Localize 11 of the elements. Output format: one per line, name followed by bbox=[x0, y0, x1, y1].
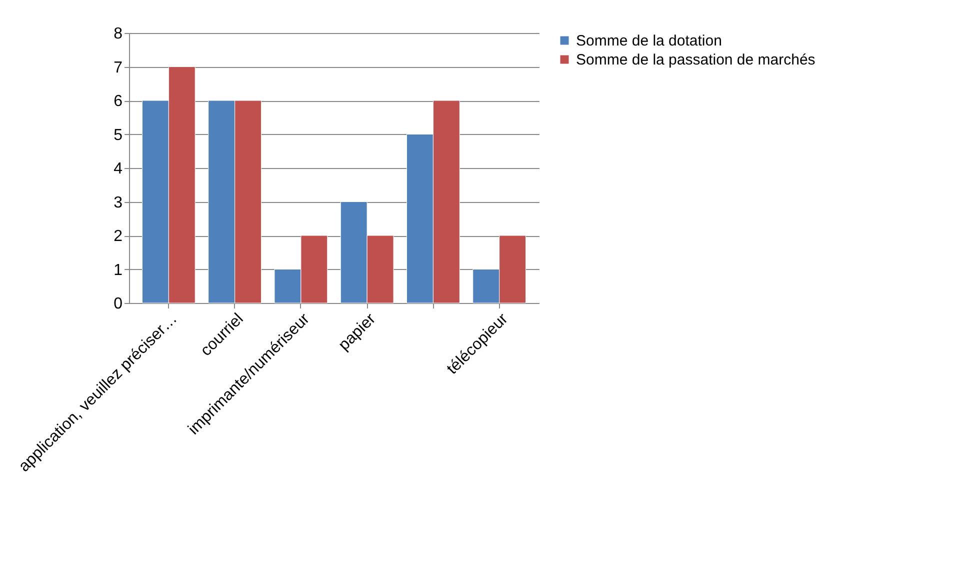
y-tick-label: 6 bbox=[114, 93, 123, 110]
legend-label: Somme de la passation de marchés bbox=[576, 52, 816, 68]
y-tick-label: 5 bbox=[114, 126, 123, 144]
y-tick-label: 3 bbox=[114, 194, 123, 212]
legend-label: Somme de la dotation bbox=[576, 32, 722, 50]
y-tick-label: 7 bbox=[114, 59, 123, 76]
y-tick-label: 4 bbox=[114, 160, 123, 178]
y-tick-label: 2 bbox=[114, 228, 123, 245]
y-tick-label: 8 bbox=[114, 26, 123, 42]
y-tick-label: 1 bbox=[114, 262, 123, 279]
y-tick-label: 0 bbox=[114, 296, 123, 312]
